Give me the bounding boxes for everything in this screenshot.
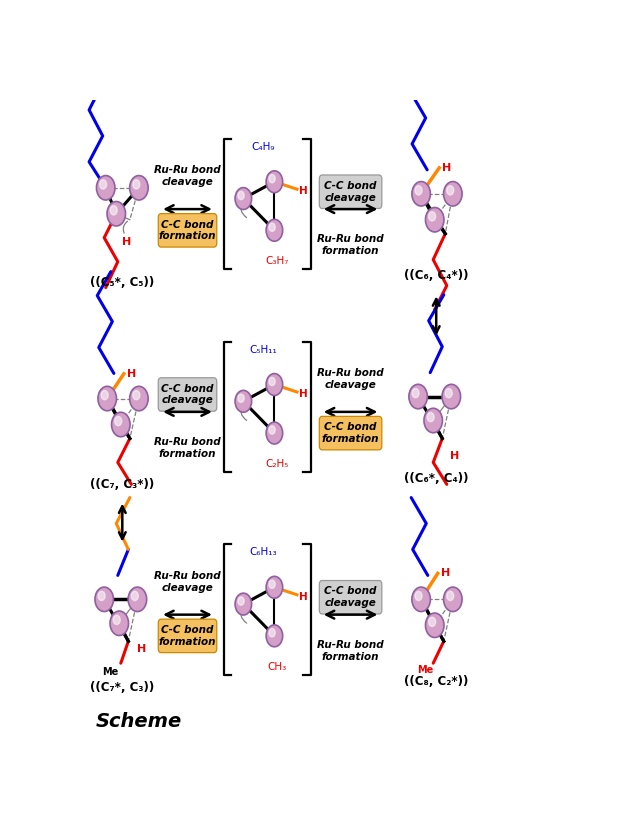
Circle shape: [235, 390, 252, 412]
Circle shape: [266, 624, 283, 647]
Text: H: H: [441, 568, 450, 579]
Circle shape: [412, 389, 419, 398]
Circle shape: [110, 611, 129, 635]
Circle shape: [429, 212, 436, 221]
Text: H: H: [138, 645, 147, 655]
Circle shape: [443, 181, 462, 206]
Text: C-C bond
formation: C-C bond formation: [159, 625, 216, 647]
FancyBboxPatch shape: [319, 175, 382, 208]
Text: C₃H₇: C₃H₇: [266, 257, 289, 267]
Text: Ru-Ru bond
formation: Ru-Ru bond formation: [317, 234, 384, 256]
FancyBboxPatch shape: [319, 416, 382, 450]
Circle shape: [269, 580, 275, 589]
Circle shape: [412, 181, 430, 206]
Text: C-C bond
cleavage: C-C bond cleavage: [325, 587, 377, 608]
Circle shape: [425, 207, 444, 232]
FancyBboxPatch shape: [158, 619, 217, 653]
Circle shape: [425, 613, 444, 638]
Circle shape: [101, 390, 108, 400]
Text: H: H: [122, 237, 131, 247]
Circle shape: [447, 591, 454, 600]
Circle shape: [112, 412, 130, 436]
Text: C-C bond
formation: C-C bond formation: [159, 220, 216, 241]
Text: ((C₅*, C₅)): ((C₅*, C₅)): [90, 276, 154, 288]
Circle shape: [445, 389, 452, 398]
Circle shape: [133, 180, 140, 189]
Circle shape: [269, 175, 275, 183]
Text: Ru-Ru bond
cleavage: Ru-Ru bond cleavage: [154, 166, 221, 187]
Circle shape: [409, 385, 428, 409]
Text: Ru-Ru bond
cleavage: Ru-Ru bond cleavage: [317, 368, 384, 390]
Text: Ru-Ru bond
formation: Ru-Ru bond formation: [317, 640, 384, 661]
Circle shape: [266, 576, 283, 599]
Text: H: H: [450, 451, 459, 461]
Circle shape: [98, 386, 116, 410]
Text: ((C₇, C₃*)): ((C₇, C₃*)): [90, 478, 154, 492]
Circle shape: [447, 186, 454, 195]
FancyBboxPatch shape: [158, 378, 217, 411]
Text: ((C₇*, C₃)): ((C₇*, C₃)): [90, 681, 154, 694]
Circle shape: [97, 176, 115, 200]
Circle shape: [266, 219, 283, 242]
Circle shape: [128, 587, 147, 612]
Circle shape: [269, 223, 275, 232]
Text: C-C bond
cleavage: C-C bond cleavage: [325, 181, 377, 202]
Circle shape: [235, 594, 252, 615]
Circle shape: [269, 377, 275, 385]
Text: C₄H₉: C₄H₉: [251, 142, 275, 152]
Circle shape: [110, 206, 117, 215]
Text: Ru-Ru bond
formation: Ru-Ru bond formation: [154, 437, 221, 459]
Text: C₂H₅: C₂H₅: [266, 459, 289, 469]
Circle shape: [412, 587, 430, 612]
Circle shape: [107, 201, 126, 226]
Circle shape: [115, 416, 122, 426]
Text: C-C bond
cleavage: C-C bond cleavage: [161, 384, 214, 405]
Circle shape: [266, 422, 283, 444]
Circle shape: [269, 629, 275, 637]
Circle shape: [415, 591, 422, 600]
FancyBboxPatch shape: [158, 214, 217, 247]
Circle shape: [113, 615, 120, 624]
Text: Me: Me: [418, 665, 434, 675]
FancyBboxPatch shape: [319, 580, 382, 614]
Circle shape: [235, 187, 252, 210]
Text: ((C₆*, C₄)): ((C₆*, C₄)): [404, 472, 468, 485]
Circle shape: [238, 394, 244, 402]
Circle shape: [131, 591, 138, 600]
Circle shape: [95, 587, 114, 612]
Circle shape: [266, 171, 283, 192]
Circle shape: [415, 186, 422, 195]
Circle shape: [129, 176, 148, 200]
Circle shape: [442, 385, 460, 409]
Circle shape: [238, 597, 244, 605]
Text: Me: Me: [102, 667, 118, 677]
Circle shape: [100, 180, 107, 189]
Text: H: H: [299, 592, 308, 602]
Text: H: H: [299, 389, 308, 399]
Text: C-C bond
formation: C-C bond formation: [322, 422, 379, 444]
Text: H: H: [299, 186, 308, 196]
Circle shape: [429, 617, 436, 626]
Circle shape: [443, 587, 462, 612]
Text: Ru-Ru bond
cleavage: Ru-Ru bond cleavage: [154, 571, 221, 593]
Text: ((C₈, C₂*)): ((C₈, C₂*)): [404, 675, 468, 688]
Circle shape: [133, 390, 140, 400]
Circle shape: [238, 191, 244, 200]
Circle shape: [129, 386, 148, 410]
Text: C₆H₁₃: C₆H₁₃: [249, 548, 277, 558]
Text: CH₃: CH₃: [268, 662, 287, 672]
Circle shape: [266, 374, 283, 395]
Circle shape: [269, 426, 275, 434]
Circle shape: [424, 408, 443, 433]
Text: ((C₆, C₄*)): ((C₆, C₄*)): [404, 269, 468, 283]
Text: C₅H₁₁: C₅H₁₁: [249, 344, 277, 354]
Text: H: H: [442, 163, 452, 173]
Text: H: H: [127, 369, 136, 379]
Circle shape: [98, 591, 105, 600]
Circle shape: [427, 412, 434, 421]
Text: Scheme: Scheme: [95, 712, 181, 732]
